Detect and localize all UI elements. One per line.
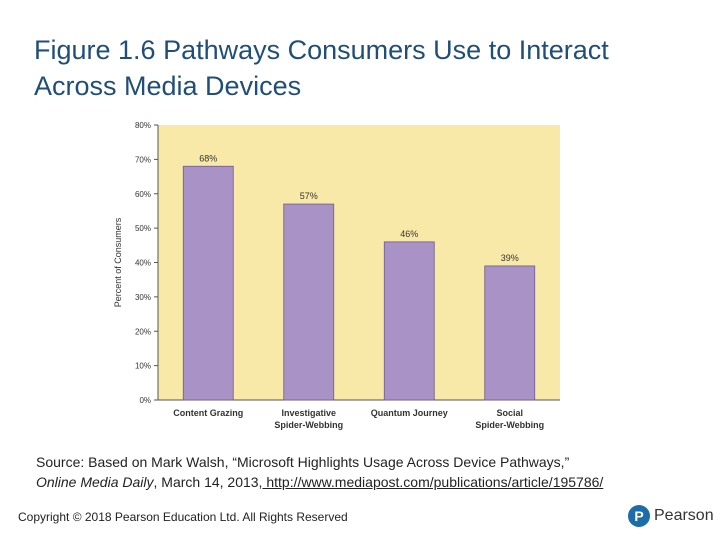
- y-tick-label: 10%: [135, 362, 151, 371]
- y-tick-label: 80%: [135, 121, 151, 130]
- x-category-label: Spider-Webbing: [475, 420, 544, 430]
- source-prefix: Source: Based on Mark Walsh, “Microsoft …: [36, 454, 570, 470]
- x-category-label: Social: [496, 408, 523, 418]
- bar-value-label: 57%: [300, 191, 318, 201]
- bar: [383, 241, 435, 401]
- bar-value-label: 68%: [199, 153, 217, 163]
- source-citation: Source: Based on Mark Walsh, “Microsoft …: [36, 452, 706, 492]
- y-tick-label: 60%: [135, 190, 151, 199]
- x-category-label: Spider-Webbing: [274, 420, 343, 430]
- source-date: , March 14, 2013,: [153, 474, 263, 490]
- y-tick-label: 50%: [135, 224, 151, 233]
- y-tick-label: 0%: [139, 396, 151, 405]
- x-category-label: Investigative: [281, 408, 336, 418]
- bar: [182, 165, 234, 401]
- source-link[interactable]: http://www.mediapost.com/publications/ar…: [262, 474, 604, 490]
- copyright-footer: Copyright © 2018 Pearson Education Ltd. …: [18, 510, 348, 524]
- x-category-label: Content Grazing: [173, 408, 243, 418]
- y-tick-label: 40%: [135, 259, 151, 268]
- slide-title: Figure 1.6 Pathways Consumers Use to Int…: [34, 35, 609, 101]
- y-tick-label: 30%: [135, 293, 151, 302]
- pearson-logo-icon: P: [628, 505, 650, 527]
- pearson-logo-text: Pearson: [654, 507, 714, 524]
- x-category-label: Quantum Journey: [371, 408, 448, 418]
- y-axis-label: Percent of Consumers: [113, 217, 123, 307]
- bar: [283, 203, 335, 401]
- y-tick-label: 20%: [135, 327, 151, 336]
- pearson-logo: P Pearson: [628, 505, 714, 527]
- bar-value-label: 39%: [501, 253, 519, 263]
- y-tick-label: 70%: [135, 155, 151, 164]
- bar-chart: 0% 10% 20% 30% 40% 50% 60% 70% 80% Percent of Con…: [113, 121, 560, 430]
- source-publication: Online Media Daily: [36, 474, 154, 490]
- bar: [484, 265, 536, 401]
- bar-value-label: 46%: [400, 229, 418, 239]
